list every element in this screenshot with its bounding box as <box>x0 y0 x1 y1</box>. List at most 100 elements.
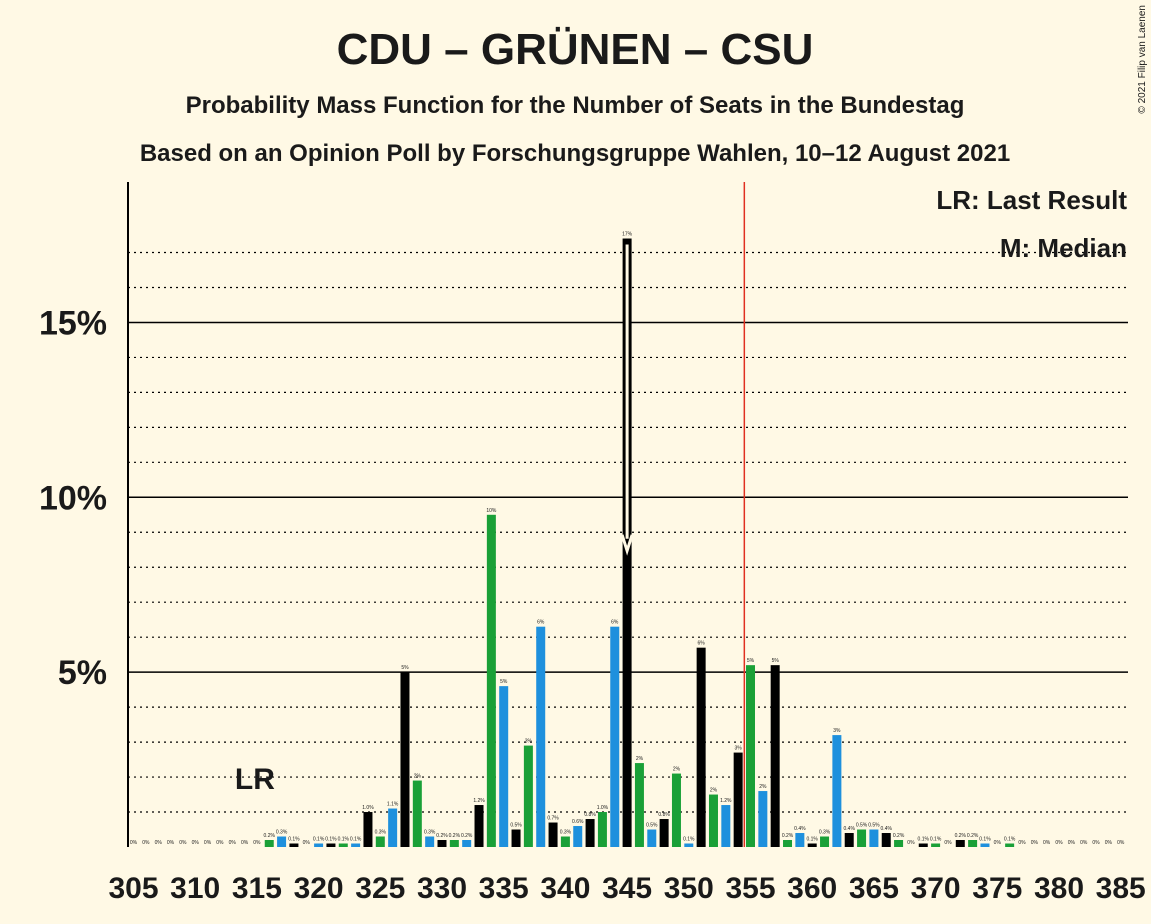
bar-label-358: 0.2% <box>782 833 794 839</box>
bar-seat-364 <box>857 829 867 847</box>
bar-label-383: 0% <box>1092 840 1100 846</box>
chart-title: CDU – GRÜNEN – CSU <box>337 25 814 74</box>
bar-seat-317 <box>277 836 287 847</box>
bar-label-384: 0% <box>1105 840 1113 846</box>
bar-label-370: 0.1% <box>930 837 942 843</box>
bar-label-356: 2% <box>759 784 767 790</box>
bar-seat-334 <box>486 514 496 847</box>
y-tick-label: 15% <box>39 304 107 342</box>
bar-label-321: 0.1% <box>325 837 337 843</box>
x-tick-label: 325 <box>355 872 405 905</box>
bar-label-341: 0.6% <box>572 819 584 825</box>
bar-label-371: 0% <box>944 840 952 846</box>
bar-label-349: 2% <box>673 767 681 773</box>
bar-label-331: 0.2% <box>449 833 461 839</box>
bar-seat-339 <box>548 822 558 847</box>
x-tick-label: 385 <box>1096 872 1146 905</box>
bar-label-374: 0.1% <box>979 837 991 843</box>
bar-label-319: 0% <box>303 840 311 846</box>
bar-seat-327 <box>400 672 410 847</box>
bar-seat-374 <box>980 843 990 847</box>
bar-label-318: 0.1% <box>288 837 300 843</box>
x-tick-label: 355 <box>725 872 775 905</box>
last-result-marker: LR <box>235 763 275 796</box>
bar-label-369: 0.1% <box>918 837 930 843</box>
bar-seat-355 <box>746 665 755 847</box>
bar-label-376: 0.1% <box>1004 837 1016 843</box>
bar-seat-358 <box>783 840 793 847</box>
y-tick-label: 5% <box>58 654 107 692</box>
x-tick-label: 345 <box>602 872 652 905</box>
bar-label-336: 0.5% <box>510 823 522 829</box>
bar-seat-326 <box>388 808 398 847</box>
bar-label-332: 0.2% <box>461 833 473 839</box>
median-marker <box>620 244 634 556</box>
bar-label-382: 0% <box>1080 840 1088 846</box>
bar-seat-325 <box>375 836 385 847</box>
bar-seat-360 <box>807 843 817 847</box>
bar-seat-353 <box>721 805 731 847</box>
x-tick-label: 315 <box>232 872 282 905</box>
bar-label-326: 1.1% <box>387 802 399 808</box>
bar-seat-346 <box>634 763 644 847</box>
bar-label-322: 0.1% <box>338 837 350 843</box>
bar-seat-343 <box>597 812 607 847</box>
y-tick-label: 10% <box>39 479 107 517</box>
bar-label-351: 6% <box>698 641 706 647</box>
bar-label-310: 0% <box>192 840 200 846</box>
bar-label-357: 5% <box>772 658 780 664</box>
bar-label-339: 0.7% <box>547 816 559 822</box>
bar-seat-350 <box>684 843 694 847</box>
bar-seat-357 <box>770 665 780 847</box>
bar-value-labels: 0% 0% 0% 0% 0% 0% 0% 0% 0% 0% 0%0.2%0.3%0.1%0%0.1%… <box>130 232 1125 846</box>
bar-seat-320 <box>314 843 324 847</box>
bar-label-344: 6% <box>611 620 619 626</box>
bar-label-345: 17% <box>622 232 633 238</box>
bar-label-308: 0% <box>167 840 175 846</box>
bar-label-372: 0.2% <box>955 833 967 839</box>
bar-seat-366 <box>881 833 891 847</box>
bar-label-350: 0.1% <box>683 837 695 843</box>
bar-label-317: 0.3% <box>276 830 288 836</box>
bar-label-360: 0.1% <box>806 837 818 843</box>
bar-label-353: 1.2% <box>720 798 732 804</box>
bar-label-363: 0.4% <box>844 826 856 832</box>
bar-label-347: 0.5% <box>646 823 658 829</box>
x-axis-ticks: 305 310 315 320 325 330 335 340 345 350 355 360 365 3… <box>108 872 1145 905</box>
bar-label-325: 0.3% <box>375 830 387 836</box>
y-axis-ticks: 5% 10% 15% <box>39 304 107 692</box>
copyright-note: © 2021 Filip van Laenen <box>1137 5 1148 114</box>
bar-seat-322 <box>338 843 348 847</box>
bar-label-367: 0.2% <box>893 833 905 839</box>
bar-label-324: 1.0% <box>362 805 374 811</box>
bar-seat-335 <box>499 686 509 847</box>
bar-seat-345 <box>622 238 632 848</box>
bar-seat-351 <box>696 647 706 847</box>
bar-seat-362 <box>832 735 842 847</box>
bar-label-329: 0.3% <box>424 830 436 836</box>
bar-label-337: 3% <box>525 739 533 745</box>
bar-label-377: 0% <box>1018 840 1026 846</box>
bar-label-311: 0% <box>204 840 212 846</box>
x-tick-label: 305 <box>108 872 158 905</box>
bar-label-307: 0% <box>155 840 163 846</box>
bar-seat-340 <box>560 836 570 847</box>
bar-label-385: 0% <box>1117 840 1125 846</box>
bar-seat-328 <box>412 780 422 847</box>
bar-label-309: 0% <box>179 840 187 846</box>
legend-median: M: Median <box>1000 233 1127 263</box>
bar-label-327: 5% <box>401 665 409 671</box>
bar-seat-332 <box>462 840 472 847</box>
bar-label-379: 0% <box>1043 840 1051 846</box>
bar-seat-344 <box>610 626 620 847</box>
bar-seat-336 <box>511 829 521 847</box>
x-tick-label: 375 <box>972 872 1022 905</box>
bar-label-346: 2% <box>636 756 644 762</box>
bar-label-365: 0.5% <box>868 823 880 829</box>
bar-label-305: 0% <box>130 840 138 846</box>
bar-label-368: 0% <box>907 840 915 846</box>
bar-label-340: 0.3% <box>560 830 572 836</box>
bar-label-362: 3% <box>833 728 841 734</box>
bar-label-354: 3% <box>735 746 743 752</box>
